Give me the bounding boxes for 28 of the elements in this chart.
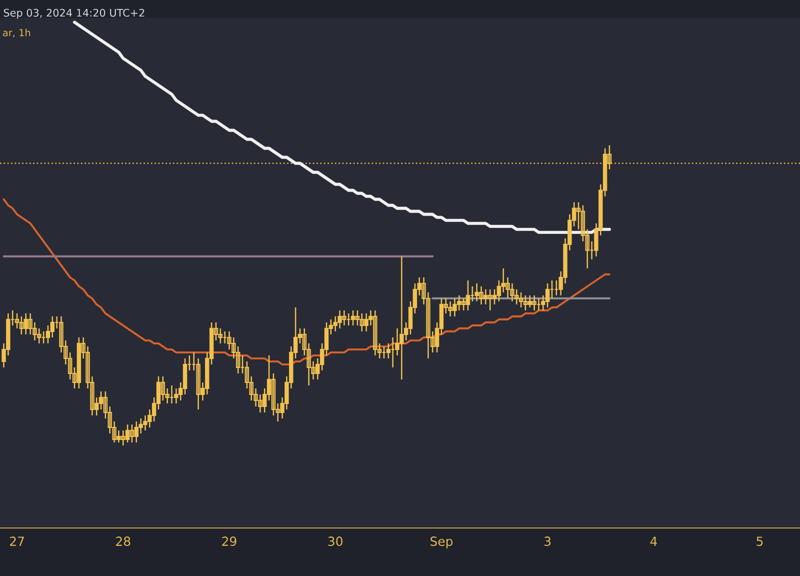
- candlestick: [532, 294, 536, 312]
- candlestick: [14, 312, 20, 330]
- candlestick: [125, 424, 130, 444]
- x-tick-label: 3: [544, 536, 551, 546]
- candlestick: [518, 292, 524, 308]
- x-tick-label: 27: [10, 536, 24, 546]
- candlestick: [160, 376, 166, 402]
- candlestick: [350, 310, 356, 326]
- candlestick: [492, 288, 497, 306]
- x-tick-label: 28: [116, 536, 130, 546]
- text: Sep 03, 2024 14:20 UTC+2: [4, 8, 144, 19]
- candlestick: [461, 298, 466, 312]
- x-tick-label: 30: [328, 536, 342, 546]
- text: ar, 1h: [2, 28, 30, 38]
- candlestick: [545, 282, 550, 308]
- x-tick-label: 29: [222, 536, 236, 546]
- candlestick: [19, 316, 24, 336]
- candlestick: [218, 328, 222, 344]
- candlestick: [98, 390, 104, 410]
- candlestick: [523, 294, 528, 312]
- x-tick-label: 4: [650, 536, 657, 546]
- x-tick-label: 5: [756, 536, 763, 546]
- x-tick-label: Sep: [430, 536, 453, 548]
- candlestick: [466, 280, 470, 312]
- candlestick: [130, 424, 134, 444]
- candlestick: [46, 324, 50, 344]
- candlestick: [488, 288, 492, 312]
- candlestick: [50, 316, 54, 338]
